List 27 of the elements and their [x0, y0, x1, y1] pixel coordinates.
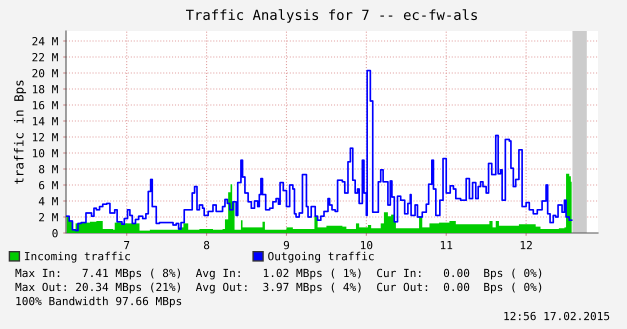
y-tick-label: 12 M [32, 133, 58, 142]
x-tick-label: 7 [124, 241, 130, 250]
y-tick-label: 14 M [32, 117, 58, 126]
y-tick-label: 20 M [32, 69, 58, 78]
y-tick-label: 10 M [32, 149, 58, 158]
text: Max Out: 20.34 MBps (21%) Avg Out: 3.97 MBps ( 4%) Cur Out: 0.00 Bps ( 0%) [16, 282, 542, 294]
y-tick-label: 16 M [32, 101, 58, 110]
y-tick-label: 6 M [39, 181, 58, 190]
x-tick-label: 12 [520, 240, 532, 250]
y-tick-label: 8 M [39, 165, 58, 174]
chart-title: Traffic Analysis for 7 -- ec-fw-als [186, 9, 477, 23]
text: 100% Bandwidth 97.66 MBps [16, 296, 182, 308]
y-tick-label: 0 [52, 229, 58, 238]
legend-label: Outgoing traffic [268, 252, 374, 263]
x-tick-label: 10 [360, 240, 372, 250]
y-tick-label: 4 M [38, 197, 58, 206]
y-tick-label: 24 M [32, 37, 58, 46]
y-tick-label: 22 M [32, 53, 58, 62]
y-tick-label: 2 M [39, 213, 58, 222]
text: Max In: 7.41 MBps ( 8%) Avg In: 1.02 MBps ( 1%) Cur In: 0.00 Bps ( 0%) [16, 268, 542, 280]
text: 12:56 17.02.2015 [504, 312, 610, 320]
y-axis-title: traffic in Bps [14, 80, 26, 184]
x-tick-label: 8 [204, 240, 210, 250]
legend-label: Incoming traffic [24, 252, 130, 263]
x-tick-label: 11 [440, 241, 452, 250]
x-tick-label: 9 [284, 240, 290, 250]
y-tick-label: 18 M [32, 85, 58, 94]
